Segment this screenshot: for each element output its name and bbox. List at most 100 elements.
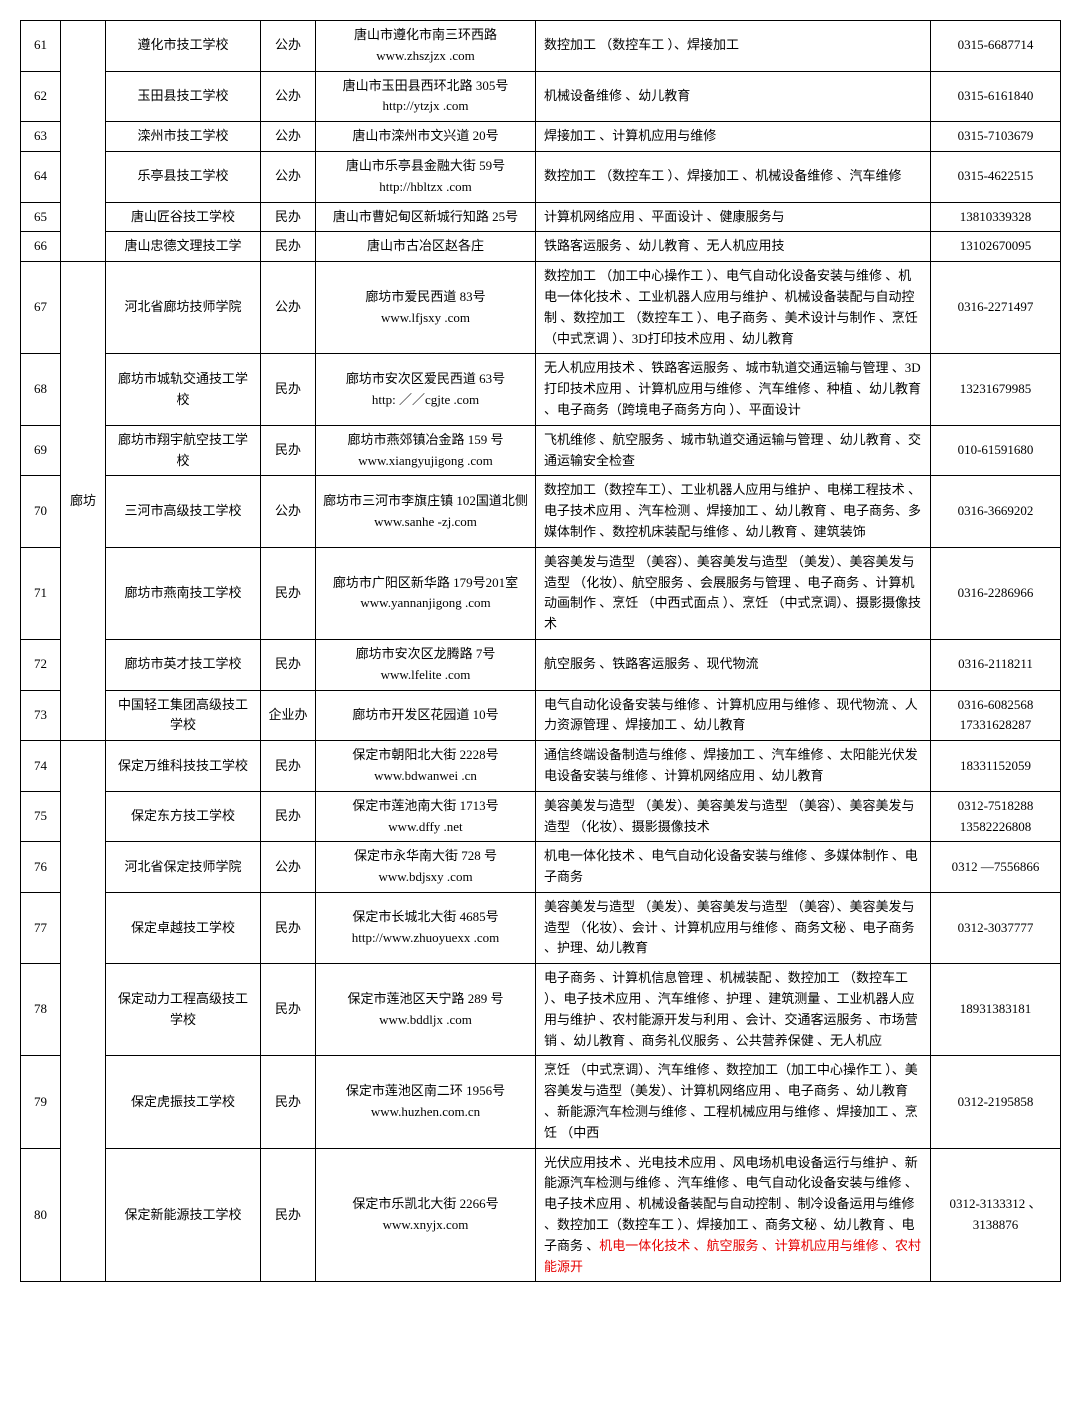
school-address: 廊坊市广阳区新华路 179号201室www.yannanjigong .com [316,547,536,639]
school-address: 保定市莲池区天宁路 289 号www.bddljx .com [316,964,536,1056]
address-line: 保定市莲池区南二环 1956号 [322,1081,529,1102]
majors-text: 无人机应用技术 、铁路客运服务 、城市轨道交通运输与管理 、3D打印技术应用 、… [544,360,921,417]
majors: 电子商务 、计算机信息管理 、机械装配 、数控加工 （数控车工 ）、电子技术应用… [536,964,931,1056]
address-url: www.yannanjigong .com [322,593,529,614]
majors: 通信终端设备制造与维修 、焊接加工 、汽车维修 、太阳能光伏发电设备安装与维修 … [536,741,931,792]
row-number: 75 [21,791,61,842]
address-line: 唐山市曹妃甸区新城行知路 25号 [322,207,529,228]
table-row: 66 唐山忠德文理技工学民办唐山市古冶区赵各庄铁路客运服务 、幼儿教育 、无人机应… [21,232,1061,262]
majors: 飞机维修 、航空服务 、城市轨道交通运输与管理 、幼儿教育 、交通运输安全检查 [536,425,931,476]
majors: 航空服务 、铁路客运服务 、现代物流 [536,639,931,690]
row-number: 71 [21,547,61,639]
school-address: 唐山市滦州市文兴道 20号 [316,122,536,152]
majors-text: 焊接加工 、计算机应用与维修 [544,128,716,143]
address-line: 唐山市玉田县西环北路 305号 [322,76,529,97]
address-line: 唐山市滦州市文兴道 20号 [322,126,529,147]
majors-text: 美容美发与造型 （美发）、美容美发与造型 （美容）、美容美发与造型 （化妆）、会… [544,899,915,956]
table-row: 73中国轻工集团高级技工学校企业办廊坊市开发区花园道 10号电气自动化设备安装与… [21,690,1061,741]
majors-text: 美容美发与造型 （美容）、美容美发与造型 （美发）、美容美发与造型 （化妆）、航… [544,554,921,631]
majors-text: 航空服务 、铁路客运服务 、现代物流 [544,656,759,671]
address-line: 廊坊市安次区爱民西道 63号 [322,369,529,390]
table-row: 62玉田县技工学校公办唐山市玉田县西环北路 305号http://ytzjx .… [21,71,1061,122]
row-number: 68 [21,354,61,425]
majors: 数控加工（数控车工）、工业机器人应用与维护 、电梯工程技术 、电子技术应用 、汽… [536,476,931,547]
majors: 光伏应用技术 、光电技术应用 、风电场机电设备运行与维护 、新能源汽车检测与维修… [536,1148,931,1282]
school-address: 保定市长城北大街 4685号http://www.zhuoyuexx .com [316,892,536,963]
majors: 铁路客运服务 、幼儿教育 、无人机应用技 [536,232,931,262]
address-line: 廊坊市安次区龙腾路 7号 [322,644,529,665]
phone: 0312 —7556866 [931,842,1061,893]
address-line: 廊坊市开发区花园道 10号 [322,705,529,726]
phone: 18931383181 [931,964,1061,1056]
school-type: 公办 [261,842,316,893]
school-name: 中国轻工集团高级技工学校 [106,690,261,741]
table-row: 80保定新能源技工学校民办保定市乐凯北大街 2266号www.xnyjx.com… [21,1148,1061,1282]
address-url: http: ／／cgjte .com [322,390,529,411]
school-name: 保定新能源技工学校 [106,1148,261,1282]
majors-text: 飞机维修 、航空服务 、城市轨道交通运输与管理 、幼儿教育 、交通运输安全检查 [544,432,921,468]
school-address: 保定市朝阳北大街 2228号www.bdwanwei .cn [316,741,536,792]
school-name: 廊坊市城轨交通技工学校 [106,354,261,425]
row-number: 65 [21,202,61,232]
phone: 18331152059 [931,741,1061,792]
school-type: 公办 [261,21,316,72]
school-type: 公办 [261,71,316,122]
school-type: 民办 [261,232,316,262]
school-name: 玉田县技工学校 [106,71,261,122]
school-address: 唐山市古冶区赵各庄 [316,232,536,262]
table-row: 79 保定虎振技工学校民办保定市莲池区南二环 1956号www.huzhen.co… [21,1056,1061,1148]
school-type: 民办 [261,964,316,1056]
school-type: 民办 [261,425,316,476]
region-cell: 廊坊 [61,262,106,741]
school-address: 保定市莲池南大街 1713号www.dffy .net [316,791,536,842]
school-type: 民办 [261,1056,316,1148]
address-line: 廊坊市爱民西道 83号 [322,287,529,308]
school-address: 廊坊市开发区花园道 10号 [316,690,536,741]
school-name: 唐山忠德文理技工学 [106,232,261,262]
majors: 烹饪 （中式烹调）、汽车维修 、数控加工（加工中心操作工 ）、美容美发与造型（美… [536,1056,931,1148]
address-url: www.bdjsxy .com [322,867,529,888]
address-url: www.lfjsxy .com [322,308,529,329]
school-type: 公办 [261,262,316,354]
school-name: 廊坊市英才技工学校 [106,639,261,690]
school-name: 乐亭县技工学校 [106,151,261,202]
majors-text: 电子商务 、计算机信息管理 、机械装配 、数控加工 （数控车工 ）、电子技术应用… [544,970,918,1047]
school-name: 三河市高级技工学校 [106,476,261,547]
phone: 0312-2195858 [931,1056,1061,1148]
phone: 13231679985 [931,354,1061,425]
school-address: 廊坊市安次区龙腾路 7号www.lfelite .com [316,639,536,690]
address-url: www.sanhe -zj.com [322,512,529,533]
majors: 机电一体化技术 、电气自动化设备安装与维修 、多媒体制作 、电子商务 [536,842,931,893]
school-address: 廊坊市燕郊镇冶金路 159 号www.xiangyujigong .com [316,425,536,476]
phone: 0315-4622515 [931,151,1061,202]
row-number: 74 [21,741,61,792]
phone: 0316-2286966 [931,547,1061,639]
majors: 焊接加工 、计算机应用与维修 [536,122,931,152]
address-url: www.huzhen.com.cn [322,1102,529,1123]
school-name: 河北省廊坊技师学院 [106,262,261,354]
row-number: 67 [21,262,61,354]
address-line: 唐山市古冶区赵各庄 [322,236,529,257]
school-address: 保定市乐凯北大街 2266号www.xnyjx.com [316,1148,536,1282]
school-address: 保定市永华南大街 728 号www.bdjsxy .com [316,842,536,893]
majors: 数控加工 （加工中心操作工 ）、电气自动化设备安装与维修 、机电一体化技术 、工… [536,262,931,354]
row-number: 66 [21,232,61,262]
school-name: 保定虎振技工学校 [106,1056,261,1148]
majors-text: 数控加工 （数控车工 ）、焊接加工 、机械设备维修 、汽车维修 [544,168,902,183]
school-type: 公办 [261,476,316,547]
row-number: 79 [21,1056,61,1148]
table-row: 69廊坊市翔宇航空技工学校民办廊坊市燕郊镇冶金路 159 号www.xiangy… [21,425,1061,476]
majors: 美容美发与造型 （美发）、美容美发与造型 （美容）、美容美发与造型 （化妆）、会… [536,892,931,963]
table-row: 63滦州市技工学校公办唐山市滦州市文兴道 20号焊接加工 、计算机应用与维修03… [21,122,1061,152]
majors-text: 数控加工 （加工中心操作工 ）、电气自动化设备安装与维修 、机电一体化技术 、工… [544,268,918,345]
address-line: 保定市朝阳北大街 2228号 [322,745,529,766]
address-url: www.dffy .net [322,817,529,838]
address-line: 保定市莲池区天宁路 289 号 [322,989,529,1010]
address-line: 廊坊市三河市李旗庄镇 102国道北侧 [322,491,529,512]
phone: 0315-6161840 [931,71,1061,122]
address-url: http://hbltzx .com [322,177,529,198]
address-line: 保定市永华南大街 728 号 [322,846,529,867]
school-address: 唐山市遵化市南三环西路www.zhszjzx .com [316,21,536,72]
phone: 0315-7103679 [931,122,1061,152]
school-type: 民办 [261,639,316,690]
